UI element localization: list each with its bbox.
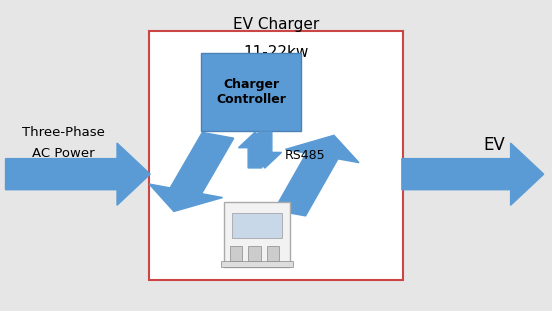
Text: Charger
Controller: Charger Controller [216,78,286,106]
Text: Three-Phase: Three-Phase [22,126,105,139]
Text: EV: EV [483,136,505,154]
Text: RS485: RS485 [284,149,325,162]
Bar [232,213,282,238]
Text: EV Charger: EV Charger [233,17,319,32]
Polygon shape [274,135,359,216]
Bar [201,53,301,131]
Polygon shape [402,143,544,205]
Polygon shape [6,143,150,205]
Bar [224,202,290,267]
Polygon shape [238,132,272,168]
Bar [230,246,242,261]
Text: 11-22kw: 11-22kw [243,45,309,60]
Bar [267,246,279,261]
Text: AC Power: AC Power [32,147,95,160]
Bar [221,261,293,267]
Polygon shape [149,132,234,211]
Bar [248,246,261,261]
Polygon shape [248,132,282,168]
Bar [149,31,403,280]
